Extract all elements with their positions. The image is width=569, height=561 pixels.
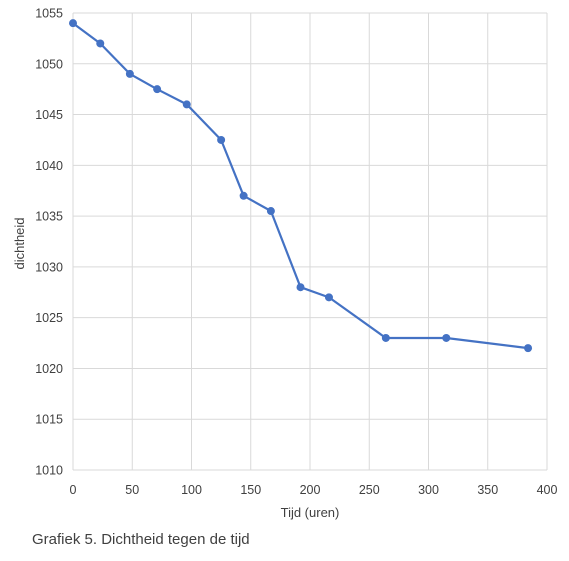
x-tick-label: 150	[240, 483, 261, 497]
y-tick-label: 1010	[35, 464, 63, 478]
x-tick-label: 0	[70, 483, 77, 497]
chart-area: 0 50 100 150 200 250 300 350 400 1010 1015 1020 102…	[12, 7, 558, 521]
y-tick-label: 1045	[35, 108, 63, 122]
x-tick-label: 100	[181, 483, 202, 497]
y-tick-label: 1025	[35, 311, 63, 325]
x-tick-label: 250	[359, 483, 380, 497]
x-tick-label: 200	[300, 483, 321, 497]
y-tick-label: 1020	[35, 362, 63, 376]
x-tick-label: 50	[125, 483, 139, 497]
data-series	[69, 19, 533, 353]
data-point	[381, 333, 390, 342]
data-point	[442, 333, 451, 342]
data-point	[96, 39, 105, 48]
x-tick-label: 350	[477, 483, 498, 497]
data-point	[239, 191, 248, 200]
x-tick-labels: 0 50 100 150 200 250 300 350 400	[70, 483, 558, 497]
data-point	[324, 293, 333, 302]
y-tick-label: 1050	[35, 57, 63, 71]
x-tick-label: 400	[537, 483, 558, 497]
y-tick-label: 1055	[35, 7, 63, 21]
y-tick-label: 1040	[35, 159, 63, 173]
x-tick-label: 300	[418, 483, 439, 497]
x-axis-title: Tijd (uren)	[281, 505, 340, 520]
data-point	[182, 100, 191, 109]
y-tick-label: 1035	[35, 210, 63, 224]
y-axis-title: dichtheid	[12, 217, 27, 269]
series-line	[71, 22, 530, 350]
gridlines	[72, 12, 548, 471]
y-tick-labels: 1010 1015 1020 1025 1030 1035 1040 1045 1050 1055	[35, 7, 63, 478]
data-point	[217, 135, 226, 144]
data-point	[296, 283, 305, 292]
data-point	[266, 207, 275, 216]
y-tick-label: 1030	[35, 260, 63, 274]
figure-caption: Grafiek 5. Dichtheid tegen de tijd	[32, 531, 250, 548]
y-tick-label: 1015	[35, 413, 63, 427]
data-point	[153, 85, 162, 94]
data-point	[69, 19, 77, 28]
data-point	[125, 69, 134, 78]
data-point	[524, 344, 533, 353]
